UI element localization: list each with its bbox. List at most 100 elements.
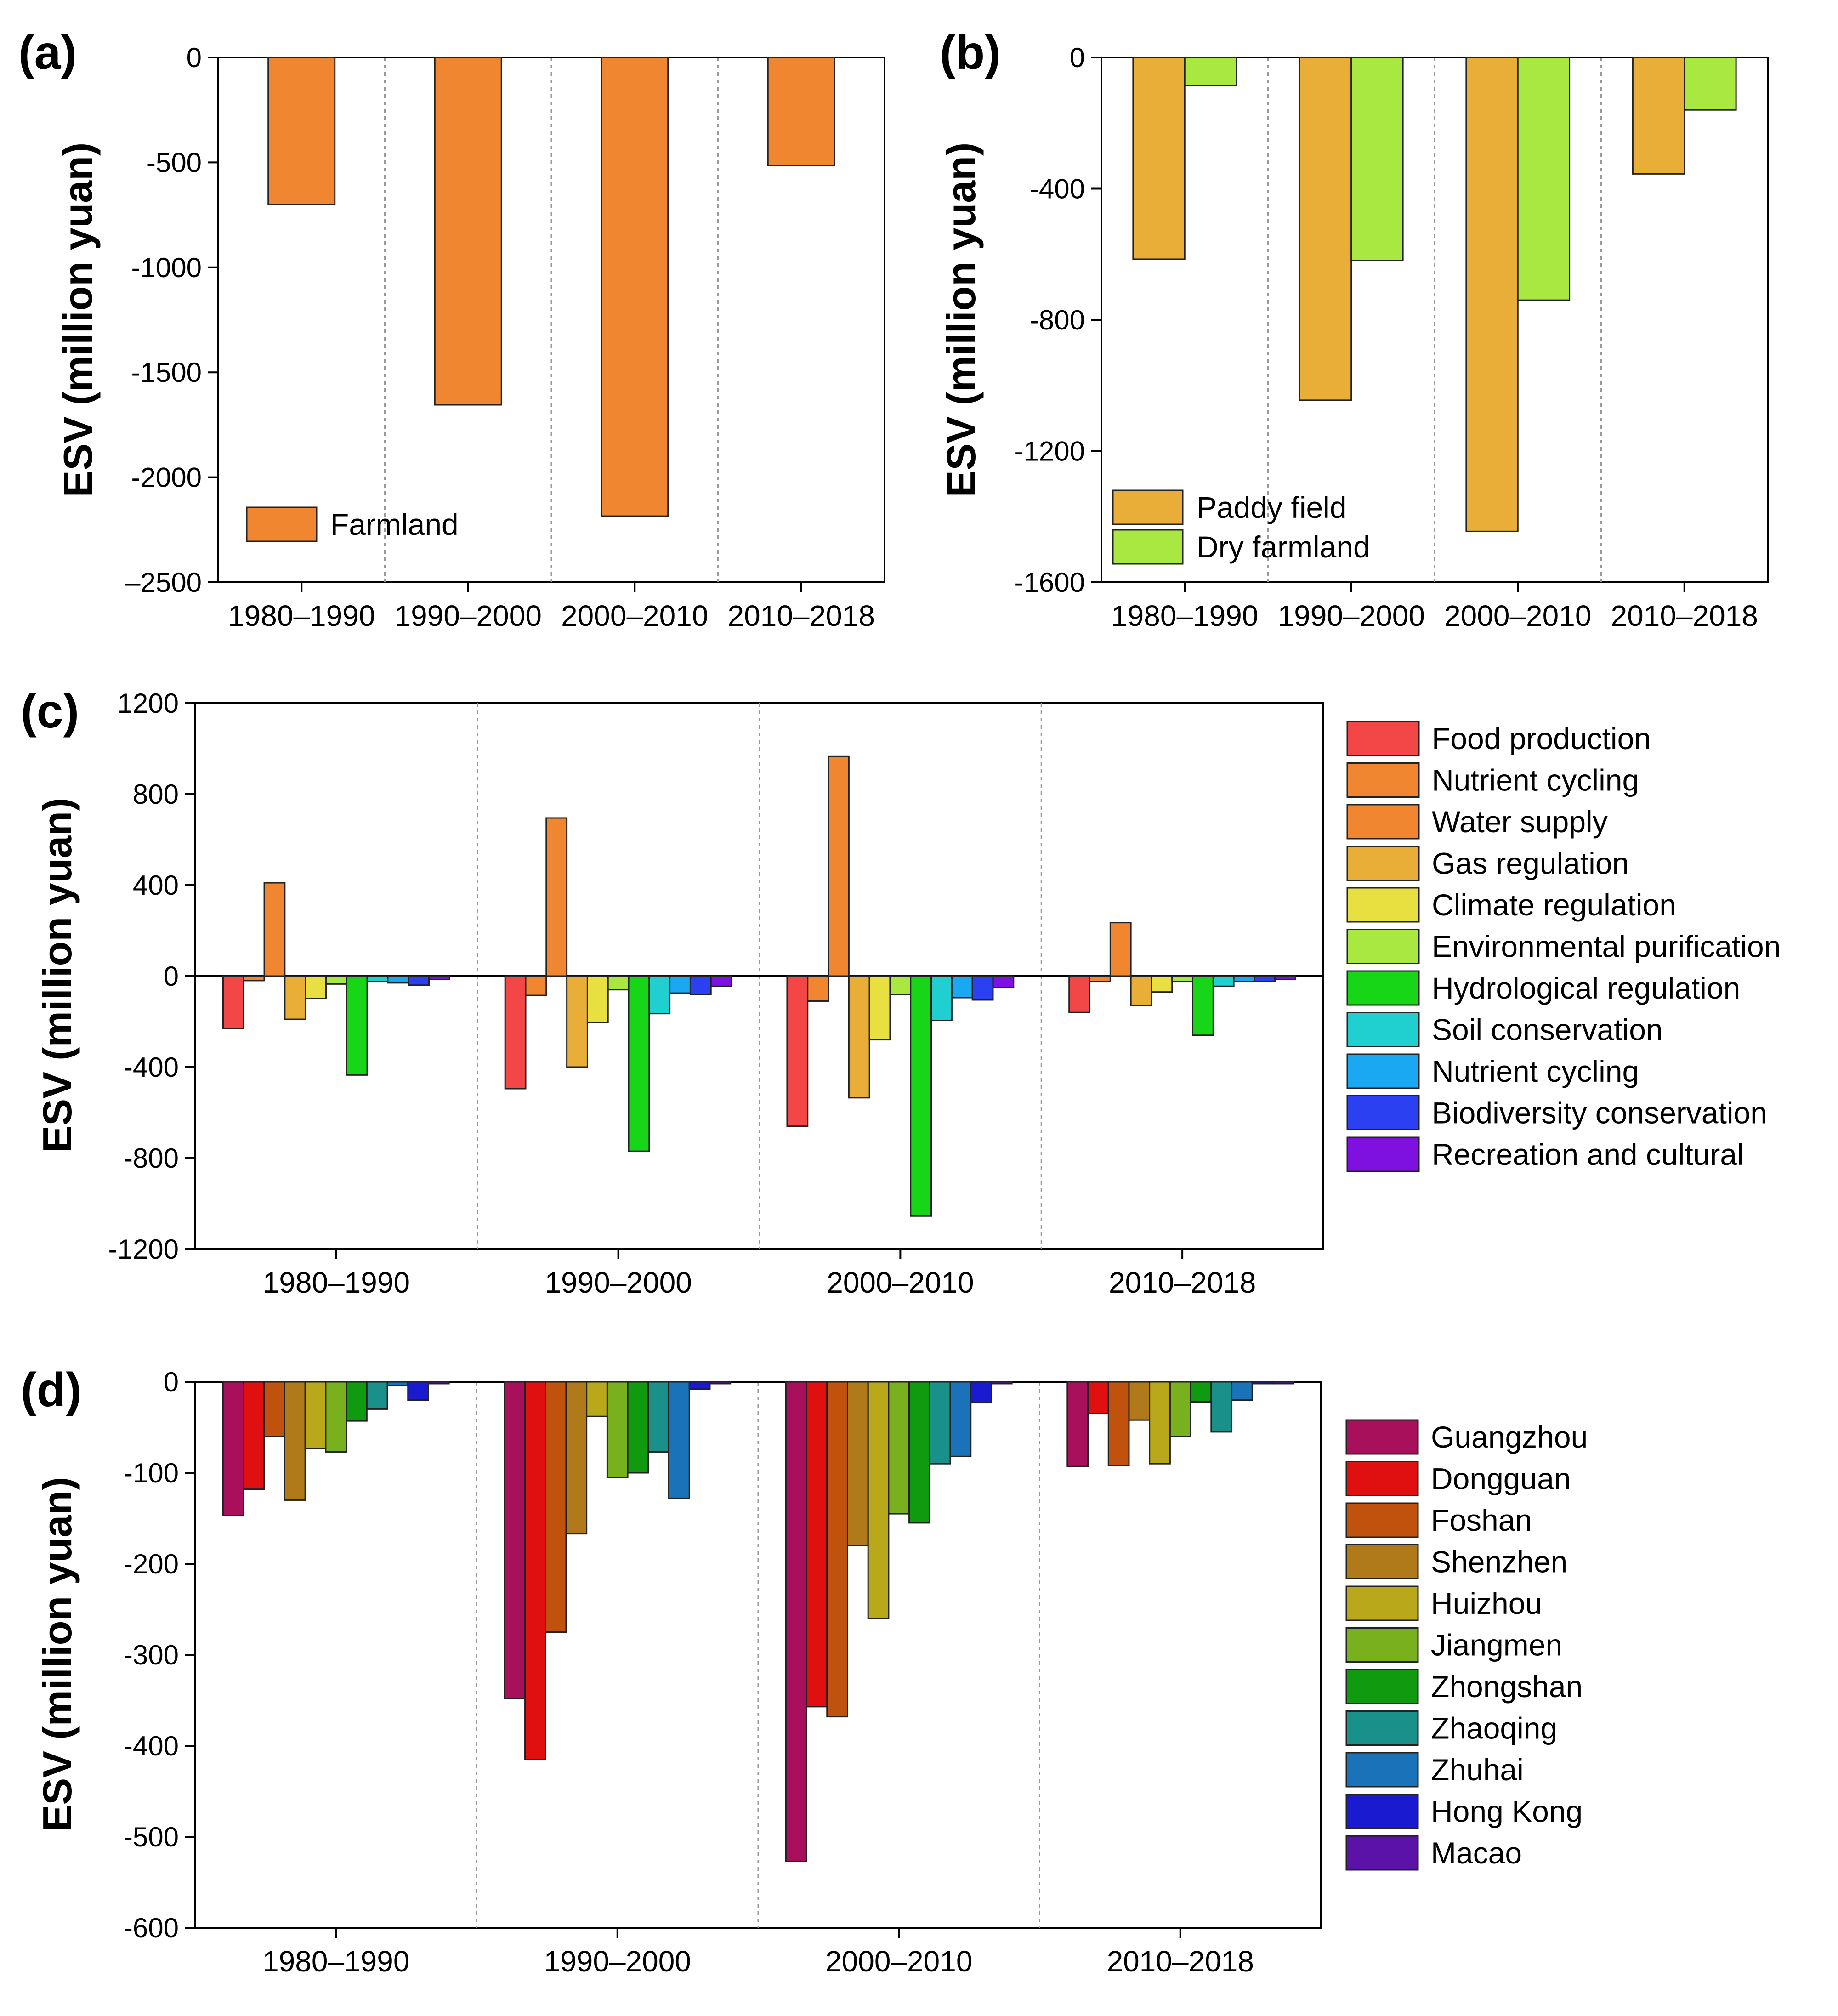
bar-biodiversity-conservation-4	[1254, 975, 1276, 982]
bar-guangzhou-1	[222, 1381, 244, 1516]
legend-swatch	[1346, 1053, 1420, 1089]
legend-swatch	[1345, 1461, 1419, 1496]
x-tick-label: 2010–2018	[1107, 1945, 1254, 1978]
bar-environmental-purification-4	[1171, 975, 1194, 982]
x-tick-label: 1990–2000	[395, 599, 542, 632]
bar-jiangmen-4	[1169, 1381, 1191, 1437]
bar-farmland-3	[601, 57, 669, 517]
bar-zhaoqing-2	[647, 1381, 670, 1453]
bar-nutrient-cycling-2	[525, 975, 547, 996]
bar-macao-3	[990, 1381, 1013, 1385]
bar-climate-regulation-1	[305, 975, 327, 999]
bar-foshan-3	[826, 1381, 848, 1718]
bar-soil-conservation-3	[930, 975, 953, 1022]
legend-label: Shenzhen	[1431, 1545, 1567, 1579]
x-tick-label: 1980–1990	[263, 1266, 410, 1299]
bar-food-production-4	[1068, 975, 1091, 1013]
bar-paddy-field-2	[1299, 57, 1352, 401]
y-tick-label: -1600	[1015, 567, 1085, 598]
y-tick-label: -600	[124, 1913, 179, 1943]
bar-zhaoqing-3	[929, 1381, 951, 1465]
x-tick-label: 1990–2000	[544, 1945, 691, 1978]
legend-label: Hydrological regulation	[1432, 971, 1740, 1005]
bar-shenzhen-1	[284, 1381, 306, 1501]
legend-swatch	[1345, 1627, 1419, 1663]
panel-3: 1200 800 400 0 -400 -800 -1200 1980–1990 1990–20…	[21, 685, 1781, 1299]
bar-recreation-and-cultural-3	[992, 975, 1015, 988]
legend-label: Nutrient cycling	[1432, 1054, 1639, 1088]
bar-zhongshan-1	[346, 1381, 368, 1422]
y-tick-label: -400	[124, 1731, 179, 1761]
x-tick-label: 2000–2010	[1444, 599, 1591, 632]
bar-guangzhou-4	[1066, 1381, 1089, 1467]
y-tick-label: 0	[187, 42, 202, 73]
bar-zhuhai-3	[949, 1381, 972, 1457]
y-tick-label: -1200	[108, 1234, 179, 1265]
x-tick-label: 1980–1990	[228, 599, 375, 632]
y-tick-label: 400	[133, 870, 179, 901]
bar-dongguan-4	[1087, 1381, 1109, 1414]
legend-swatch	[1112, 489, 1184, 525]
legend: Paddy field Dry farmland	[1112, 489, 1370, 565]
x-tick-label: 2010–2018	[1109, 1266, 1256, 1299]
bar-zhuhai-1	[386, 1381, 409, 1386]
x-tick-label: 2000–2010	[561, 599, 708, 632]
bar-huizhou-4	[1149, 1381, 1171, 1465]
bar-dongguan-1	[243, 1381, 265, 1490]
bar-water-supply-3	[828, 755, 850, 977]
bar-guangzhou-3	[785, 1381, 807, 1862]
bar-soil-conservation-2	[648, 975, 671, 1015]
panel-label: (b)	[940, 26, 1001, 80]
bar-macao-4	[1272, 1381, 1294, 1385]
bar-climate-regulation-4	[1151, 975, 1173, 993]
bar-hong-kong-1	[407, 1381, 429, 1401]
legend-label: Soil conservation	[1432, 1013, 1663, 1047]
legend-label: Foshan	[1431, 1503, 1532, 1537]
legend-swatch	[1346, 846, 1420, 881]
y-tick-label: -400	[1030, 174, 1085, 204]
bar-nutrient-cycling-1	[387, 975, 409, 984]
bar-hong-kong-3	[970, 1381, 992, 1404]
legend-label: Dongguan	[1431, 1462, 1571, 1496]
legend-label: Nutrient cycling	[1432, 763, 1639, 797]
legend-label: Paddy field	[1197, 490, 1347, 524]
bar-water-supply-1	[263, 882, 286, 977]
y-tick-label: -800	[124, 1143, 179, 1174]
y-tick-label: 800	[133, 779, 179, 810]
bar-hydrological-regulation-2	[628, 975, 650, 1152]
bar-dry-farmland-3	[1517, 57, 1571, 301]
y-tick-label: 0	[164, 961, 179, 992]
panel-label: (c)	[21, 685, 79, 738]
bar-dry-farmland-1	[1184, 57, 1237, 86]
y-tick-label: -1500	[131, 357, 202, 388]
panel-label: (a)	[18, 26, 77, 80]
y-tick-label: -100	[124, 1458, 179, 1488]
y-tick-label: -500	[147, 147, 202, 178]
bar-farmland-1	[267, 57, 336, 205]
bar-hydrological-regulation-4	[1192, 975, 1214, 1036]
bar-hydrological-regulation-1	[346, 975, 368, 1076]
legend-label: Recreation and cultural	[1432, 1137, 1744, 1171]
bar-gas-regulation-4	[1130, 975, 1152, 1006]
bar-nutrient-cycling-3	[951, 975, 973, 999]
bar-huizhou-3	[867, 1381, 890, 1619]
legend-label: Food production	[1432, 721, 1651, 755]
bar-jiangmen-2	[606, 1381, 629, 1478]
y-tick-label: -1000	[131, 252, 202, 283]
bar-biodiversity-conservation-1	[408, 975, 430, 986]
bar-nutrient-cycling-1	[243, 975, 265, 982]
bar-paddy-field-4	[1632, 57, 1685, 175]
bar-climate-regulation-3	[868, 975, 891, 1041]
legend-swatch	[1346, 762, 1420, 798]
bar-shenzhen-3	[846, 1381, 869, 1546]
bar-water-supply-2	[545, 817, 568, 977]
bar-biodiversity-conservation-2	[689, 975, 712, 995]
legend-label: Huizhou	[1431, 1586, 1542, 1620]
y-tick-label: 1200	[118, 688, 179, 719]
legend-swatch	[1345, 1794, 1419, 1829]
y-axis-title: ESV (million yuan)	[34, 798, 80, 1153]
bar-zhaoqing-1	[366, 1381, 388, 1410]
bar-recreation-and-cultural-1	[428, 975, 450, 980]
x-tick-label: 1980–1990	[1111, 599, 1258, 632]
legend-label: Water supply	[1432, 805, 1608, 839]
